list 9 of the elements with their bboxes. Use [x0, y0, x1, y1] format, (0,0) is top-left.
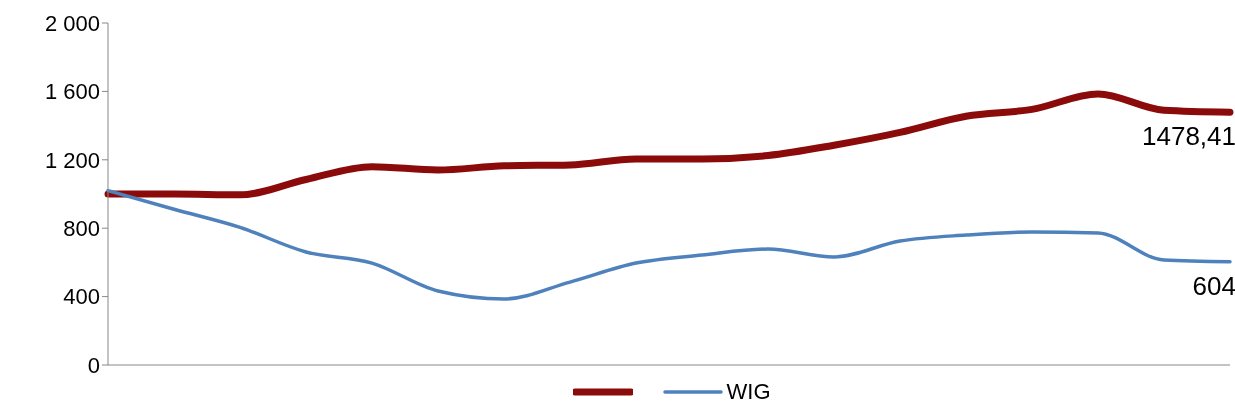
y-tick-label: 1 200 [44, 147, 100, 173]
legend-label: WIG [726, 379, 771, 405]
annotation: 1478,41 [1142, 121, 1235, 152]
y-tick-label: 2 000 [44, 10, 100, 36]
y-tick-label: 400 [63, 284, 100, 310]
y-tick-label: 1 600 [44, 79, 100, 105]
y-tick-label: 800 [63, 216, 100, 242]
y-tick-label: 0 [87, 352, 100, 378]
annotation: 604 [1192, 270, 1235, 301]
